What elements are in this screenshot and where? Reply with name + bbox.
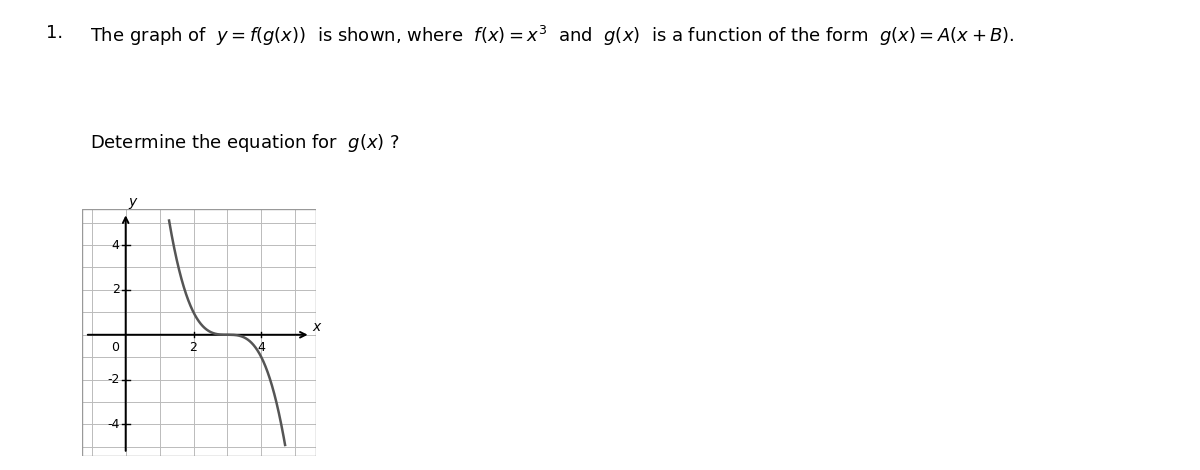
Text: $x$: $x$: [312, 320, 323, 334]
Text: -2: -2: [107, 373, 120, 386]
Text: $y$: $y$: [128, 196, 139, 212]
Text: -4: -4: [107, 418, 120, 431]
Text: 2: 2: [190, 342, 198, 354]
Text: 4: 4: [258, 342, 265, 354]
Text: Determine the equation for  $g(x)$ ?: Determine the equation for $g(x)$ ?: [90, 132, 400, 154]
Text: 1.: 1.: [46, 24, 62, 41]
Text: 4: 4: [112, 239, 120, 251]
Text: The graph of  $y = f(g(x))$  is shown, where  $f(x) = x^3$  and  $g(x)$  is a fu: The graph of $y = f(g(x))$ is shown, whe…: [90, 24, 1015, 47]
Text: 0: 0: [112, 342, 120, 354]
Text: 2: 2: [112, 283, 120, 297]
